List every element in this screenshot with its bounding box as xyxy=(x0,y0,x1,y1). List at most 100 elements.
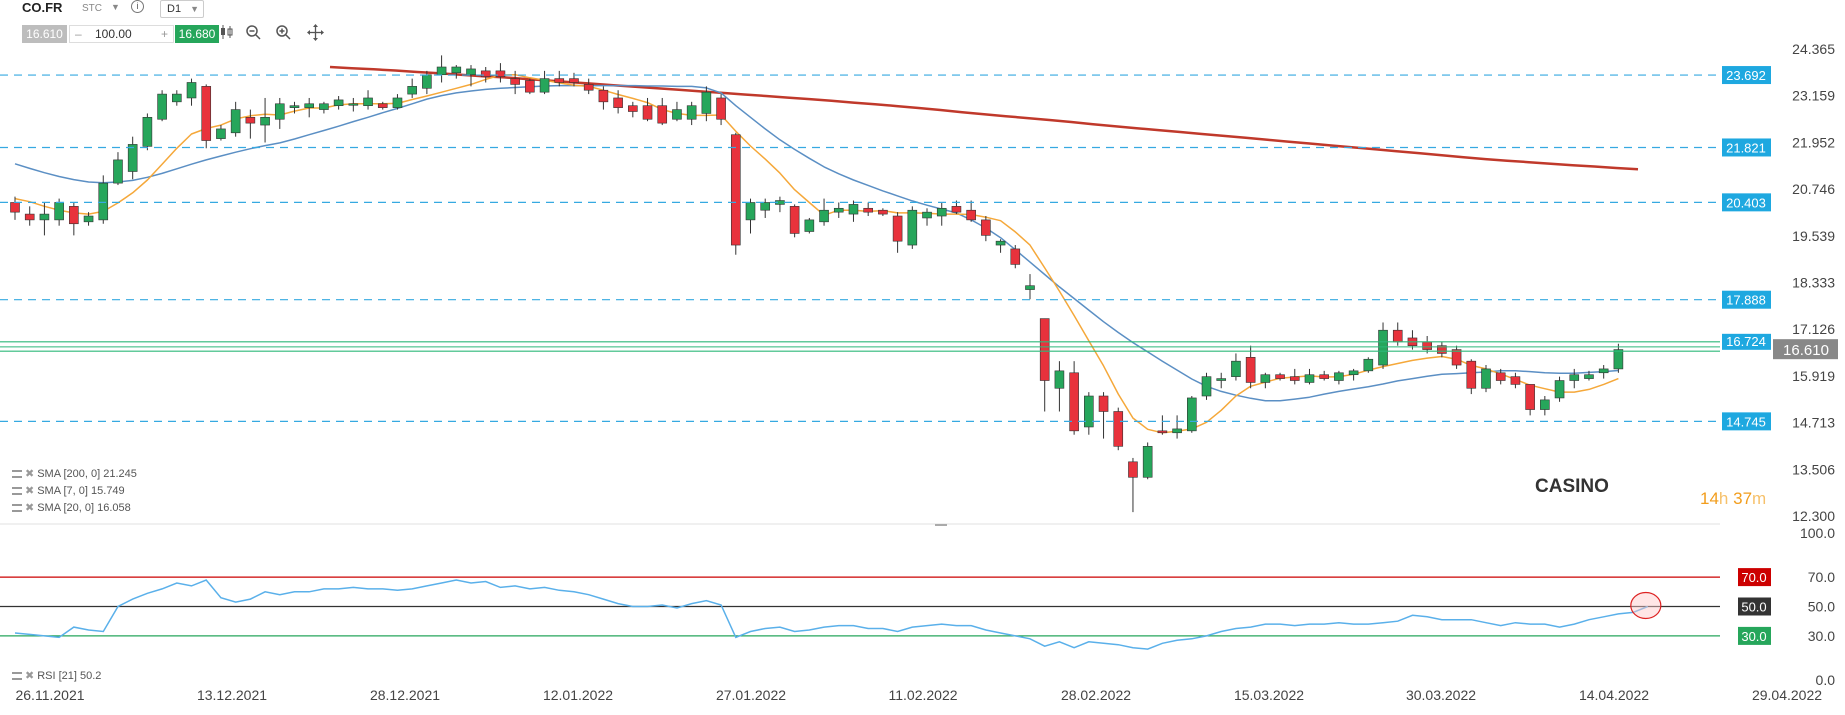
info-icon[interactable]: i xyxy=(131,0,144,13)
indicator-settings-icon[interactable] xyxy=(12,672,22,681)
candle-up xyxy=(1216,372,1227,389)
candle-up xyxy=(1569,368,1580,389)
date-tick-label: 13.12.2021 xyxy=(197,687,267,703)
legend-sma7-label: SMA [7, 0] 15.749 xyxy=(37,485,125,497)
candle-up xyxy=(186,78,197,106)
candle-up xyxy=(1348,368,1359,381)
candle-body xyxy=(1039,318,1050,381)
candle-up xyxy=(1172,415,1182,439)
candle-body xyxy=(730,134,741,246)
remove-indicator-icon[interactable]: ✖ xyxy=(25,670,35,682)
rsi-level-badge xyxy=(1738,568,1771,587)
candle-down xyxy=(598,86,609,110)
rsi-highlight-circle xyxy=(1630,591,1662,620)
candle-body xyxy=(1010,248,1021,265)
candle-body xyxy=(672,109,682,120)
symbol-label[interactable]: CO.FR xyxy=(22,0,63,15)
candle-up xyxy=(745,198,756,234)
candle-up xyxy=(1187,396,1197,433)
price-level-label: 17.888 xyxy=(1726,293,1766,308)
candle-body xyxy=(892,215,903,242)
candle-body xyxy=(833,207,844,213)
candle-type-icon[interactable] xyxy=(219,24,235,40)
timeframe-select[interactable]: D1 ▼ xyxy=(160,0,204,18)
price-tick-label: 18.333 xyxy=(1792,275,1835,291)
candle-up xyxy=(274,97,285,129)
candle-body xyxy=(525,80,535,93)
candle-down xyxy=(1039,318,1050,412)
candle-body xyxy=(1069,372,1079,432)
candle-body xyxy=(201,86,212,141)
candle-body xyxy=(1275,374,1285,379)
candle-body xyxy=(24,213,35,221)
indicator-settings-icon[interactable] xyxy=(12,504,22,513)
candle-body xyxy=(363,97,373,107)
remove-indicator-icon[interactable]: ✖ xyxy=(25,502,35,514)
candle-up xyxy=(113,152,123,186)
candle-body xyxy=(1231,360,1241,377)
candle-up xyxy=(1260,372,1271,389)
quantity-stepper[interactable]: – 100.00 + xyxy=(69,25,174,43)
candle-body xyxy=(1260,374,1271,383)
candle-down xyxy=(1495,368,1506,385)
candle-up xyxy=(451,65,462,79)
candle-body xyxy=(1172,428,1182,434)
quantity-input[interactable]: 100.00 xyxy=(95,27,132,41)
candle-up xyxy=(1025,274,1035,300)
candle-body xyxy=(216,128,226,139)
sell-price-button[interactable]: 16.610 xyxy=(22,25,67,43)
candle-body xyxy=(113,159,123,184)
zoom-in-icon[interactable] xyxy=(275,24,291,40)
remove-indicator-icon[interactable]: ✖ xyxy=(25,485,35,497)
price-level-badge xyxy=(1722,290,1771,309)
candle-down xyxy=(569,72,579,87)
price-levels: 23.692 21.821 20.403 17.888 14.745 16.724 16.6… xyxy=(0,66,1838,431)
candle-up xyxy=(922,208,932,226)
candle-body xyxy=(1289,376,1300,381)
candle-body xyxy=(83,215,94,223)
candle-body xyxy=(907,209,918,246)
candle-up xyxy=(775,196,785,213)
decrease-quantity-button[interactable]: – xyxy=(75,27,82,41)
candle-body xyxy=(789,206,800,234)
candle-up xyxy=(848,200,859,222)
candle-body xyxy=(1142,446,1153,478)
candle-body xyxy=(1216,378,1227,381)
chart-toolbar: CO.FR STC ▼ i D1 ▼ 16.610 – 100.00 + 16.… xyxy=(0,0,340,50)
date-tick-label: 26.11.2021 xyxy=(15,687,84,703)
remove-indicator-icon[interactable]: ✖ xyxy=(25,468,35,480)
candle-down xyxy=(1451,345,1462,369)
candle-down xyxy=(1069,361,1079,435)
candle-body xyxy=(804,219,815,232)
indicator-settings-icon[interactable] xyxy=(12,470,22,479)
candle-up xyxy=(1201,372,1212,400)
increase-quantity-button[interactable]: + xyxy=(160,27,168,41)
symbol-dropdown-icon[interactable]: ▼ xyxy=(111,2,120,12)
candle-up xyxy=(1084,392,1094,435)
candle-body xyxy=(451,66,462,74)
candle-body xyxy=(1201,376,1212,397)
zoom-out-icon[interactable] xyxy=(245,24,261,40)
candle-body xyxy=(1437,345,1447,354)
candle-body xyxy=(981,219,991,236)
candle-up xyxy=(819,198,829,226)
candle-up xyxy=(436,55,447,83)
candle-down xyxy=(510,70,520,95)
price-level-badge xyxy=(1722,412,1771,431)
candle-down xyxy=(525,78,535,95)
pan-move-icon[interactable] xyxy=(307,24,324,41)
indicator-settings-icon[interactable] xyxy=(12,487,22,496)
candle-up xyxy=(833,202,844,218)
price-tick-label: 23.159 xyxy=(1792,88,1835,104)
buy-price-button[interactable]: 16.680 xyxy=(175,25,219,43)
candle-body xyxy=(10,202,20,213)
legend-sma200: ✖ SMA [200, 0] 21.245 xyxy=(12,467,137,480)
candle-body xyxy=(127,144,138,172)
candle-up xyxy=(39,202,50,236)
candle-down xyxy=(863,202,873,217)
price-level-badge xyxy=(1722,138,1771,157)
candle-body xyxy=(657,105,668,124)
candle-down xyxy=(789,204,800,238)
date-tick-label: 30.03.2022 xyxy=(1406,687,1476,703)
date-tick-label: 27.01.2022 xyxy=(716,687,786,703)
